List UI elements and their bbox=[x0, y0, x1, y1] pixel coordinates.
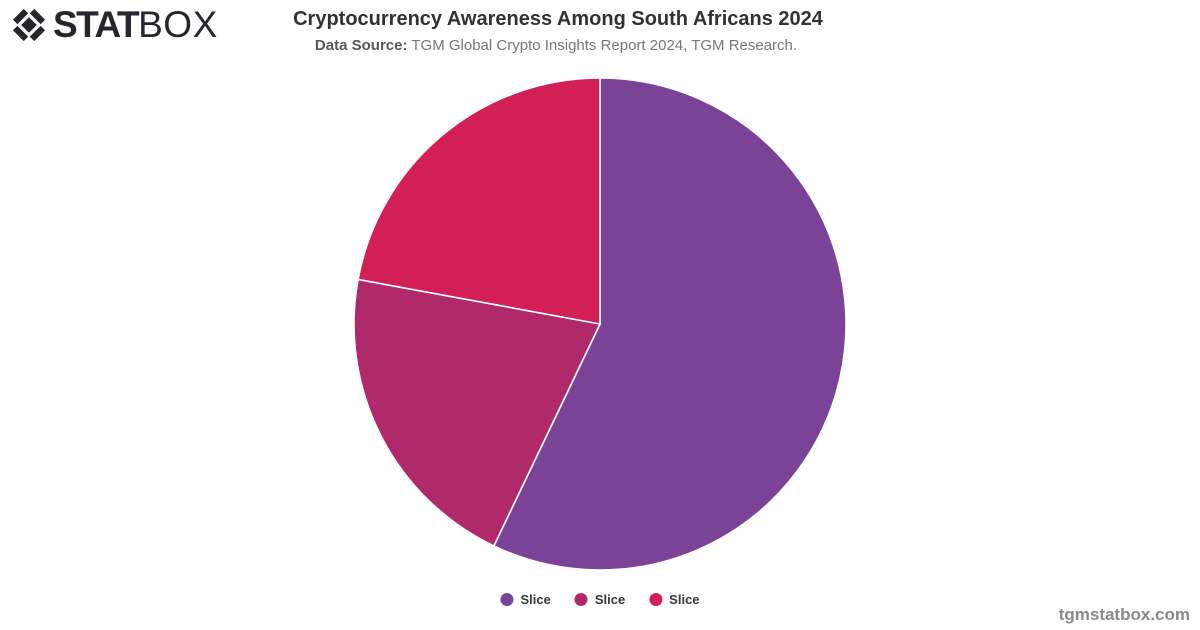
pie-slice-3[interactable] bbox=[357, 77, 601, 325]
logo-text-stat: STAT bbox=[53, 4, 140, 45]
statbox-logo: STATBOX bbox=[10, 6, 218, 44]
legend-item-slice-2[interactable]: Slice bbox=[574, 592, 626, 607]
chart-legend: Slice Slice Slice bbox=[500, 592, 700, 607]
data-source-text: TGM Global Crypto Insights Report 2024, … bbox=[407, 37, 798, 54]
data-source-label: Data Source: bbox=[314, 37, 408, 54]
pie-chart-svg bbox=[353, 77, 847, 571]
pie-chart bbox=[352, 76, 848, 572]
pie-slice-1[interactable] bbox=[493, 77, 847, 571]
legend-dot-icon bbox=[574, 593, 588, 606]
data-source-line: Data Source: TGM Global Crypto Insights … bbox=[315, 37, 797, 54]
legend-dot-icon bbox=[649, 593, 663, 606]
legend-item-label: Slice bbox=[520, 592, 551, 607]
legend-item-slice-1[interactable]: Slice bbox=[500, 592, 551, 607]
watermark: tgmstatbox.com bbox=[1058, 605, 1190, 624]
logo-text-box: BOX bbox=[138, 4, 218, 45]
statbox-diamond-icon bbox=[12, 8, 46, 42]
legend-item-slice-3[interactable]: Slice bbox=[649, 592, 700, 607]
legend-item-label: Slice bbox=[669, 592, 700, 607]
legend-dot-icon bbox=[500, 593, 514, 606]
legend-item-label: Slice bbox=[594, 592, 626, 607]
statbox-logo-text: STATBOX bbox=[53, 6, 218, 44]
pie-slice-2[interactable] bbox=[353, 278, 601, 547]
page-title: Cryptocurrency Awareness Among South Afr… bbox=[293, 8, 823, 30]
